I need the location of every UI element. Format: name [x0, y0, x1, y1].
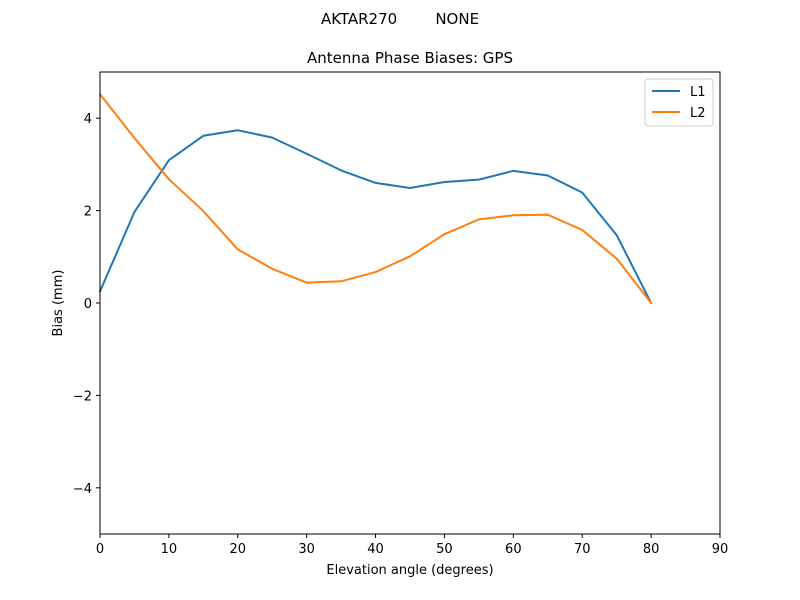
x-axis-ticks: 0 10 20 30 40 50 60 70 80 90	[96, 534, 728, 557]
x-tick-label: 30	[298, 542, 315, 557]
x-tick-label: 70	[574, 542, 591, 557]
legend-label-l2: L2	[690, 106, 706, 121]
x-tick-label: 60	[505, 542, 522, 557]
x-tick-label: 90	[712, 542, 729, 557]
legend-label-l1: L1	[690, 85, 706, 100]
y-tick-label: 4	[84, 112, 92, 127]
y-tick-label: 2	[84, 205, 92, 220]
x-axis-label: Elevation angle (degrees)	[326, 563, 493, 578]
x-tick-label: 10	[161, 542, 178, 557]
series-layer	[98, 92, 653, 305]
plot-area	[100, 72, 720, 534]
x-tick-label: 40	[367, 542, 384, 557]
plot-frame	[99, 71, 721, 535]
y-tick-label: −2	[73, 389, 92, 404]
series-line-l2	[98, 92, 653, 305]
series-line-l1	[98, 129, 653, 305]
x-tick-label: 0	[96, 542, 104, 557]
y-axis-label: Bias (mm)	[51, 270, 66, 337]
y-axis-ticks: −4 −2 0 2 4	[73, 112, 100, 497]
y-tick-label: 0	[84, 297, 92, 312]
figure-suptitle: AKTAR270 NONE	[321, 10, 479, 28]
y-tick-label: −4	[73, 482, 92, 497]
x-tick-label: 50	[436, 542, 453, 557]
x-tick-label: 80	[643, 542, 660, 557]
x-tick-label: 20	[230, 542, 247, 557]
chart-title: Antenna Phase Biases: GPS	[307, 49, 513, 67]
